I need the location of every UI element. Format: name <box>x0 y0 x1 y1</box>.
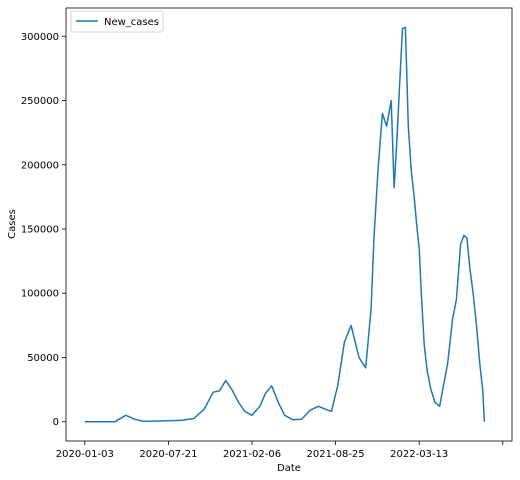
y-tick-label: 200000 <box>21 160 59 171</box>
y-tick-label: 50000 <box>27 353 59 364</box>
y-tick-label: 300000 <box>21 32 59 43</box>
x-tick-label: 2021-08-25 <box>307 449 365 460</box>
series-line-new-cases <box>84 26 486 423</box>
legend: New_cases <box>70 10 164 33</box>
y-axis-label: Cases <box>7 209 18 239</box>
x-tick-label: 2021-02-06 <box>223 449 281 460</box>
y-tick-label: 150000 <box>21 224 59 235</box>
x-axis-ticks: 2020-01-03 2020-07-21 2021-02-06 2021-08-25… <box>56 441 504 460</box>
x-tick-label: 2022-03-13 <box>390 449 448 460</box>
legend-box <box>70 10 164 33</box>
y-axis-ticks: 0 50000 100000 150000 200000 250000 300000 <box>21 32 66 428</box>
y-tick-label: 100000 <box>21 289 59 300</box>
y-tick-label: 0 <box>53 417 59 428</box>
y-tick-label: 250000 <box>21 96 59 107</box>
x-tick-label: 2020-01-03 <box>56 449 114 460</box>
x-axis-label: Date <box>277 463 301 474</box>
legend-label: New_cases <box>104 17 159 28</box>
plot-area <box>65 7 513 442</box>
x-tick-label: 2020-07-21 <box>139 449 197 460</box>
